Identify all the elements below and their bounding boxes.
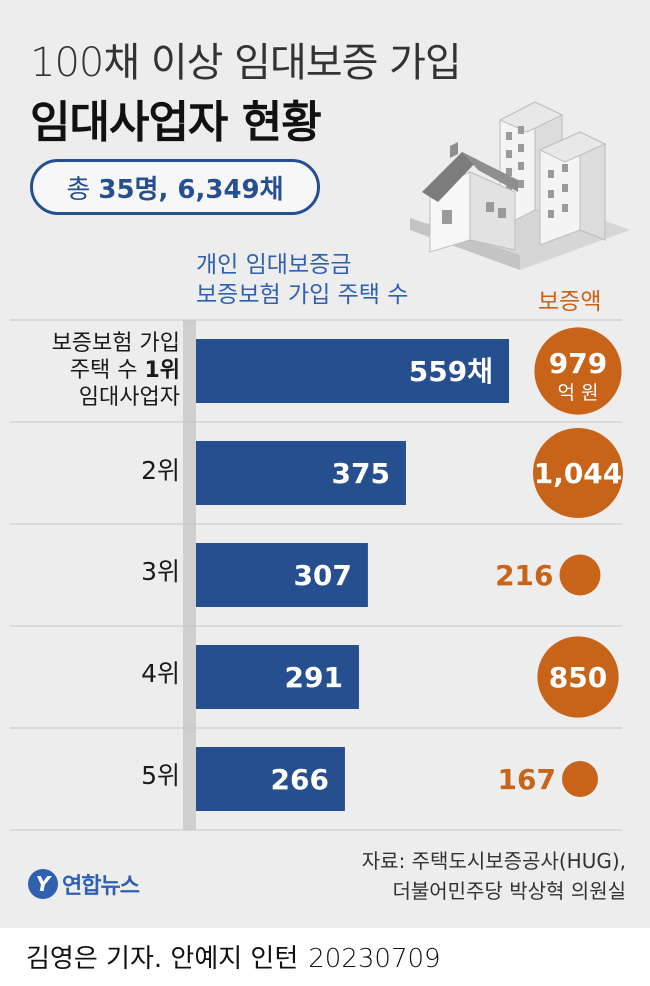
title-line-1: 100채 이상 임대보증 가입 [30, 40, 462, 86]
circle-series-heading: 보증액 [538, 289, 602, 315]
rank-label-5: 5위 [141, 761, 180, 790]
amount-circle-2 [533, 428, 623, 518]
yonhap-logo-mark: Y [28, 869, 58, 899]
rank-label-4: 4위 [141, 659, 180, 688]
credit-date: 20230709 [308, 944, 441, 974]
rank-label-1-line-1: 보증보험 가입 [51, 331, 180, 356]
bar-series-heading-line-2: 보증보험 가입 주택 수 [196, 282, 409, 308]
yonhap-logo: Y 연합뉴스 [28, 868, 140, 900]
yonhap-logo-text: 연합뉴스 [62, 874, 140, 899]
source-note: 자료: 주택도시보증공사(HUG), 더불어민주당 박상혁 의원실 [362, 846, 626, 906]
rank-label-1-line-2: 주택 수 1위 [10, 357, 180, 384]
bar-label-1: 559채 [409, 355, 493, 388]
bar-2 [196, 441, 406, 505]
credit-line: 김영은 기자. 안예지 인턴 20230709 [26, 938, 441, 975]
rank-label-3: 3위 [141, 557, 180, 586]
title-line-2: 임대사업자 현황 [30, 97, 322, 148]
rank-label-2: 2위 [141, 456, 180, 485]
bar-label-4: 291 [284, 661, 342, 694]
bar-label-3: 307 [293, 559, 351, 592]
rank-label-1-line-2-text: 주택 수 [69, 358, 145, 383]
amount-label-2: 1,044 [534, 457, 623, 490]
amount-label-1: 979 [549, 347, 607, 380]
bar-series-heading: 개인 임대보증금 보증보험 가입 주택 수 [196, 250, 408, 310]
source-line-2: 더불어민주당 박상혁 의원실 [392, 879, 626, 903]
bar-4 [196, 645, 359, 709]
rank-label-1-rank: 1위 [144, 358, 180, 383]
amount-circle-5 [562, 761, 598, 797]
rank-label-1: 보증보험 가입 주택 수 1위 임대사업자 [10, 330, 180, 411]
bar-5 [196, 747, 345, 811]
total-value: 35명, 6,349채 [98, 174, 284, 205]
amount-circle-3 [559, 554, 601, 596]
total-summary-badge: 총 35명, 6,349채 [30, 159, 320, 215]
amount-circle-4 [537, 636, 619, 718]
axis-baseline [183, 320, 196, 830]
buildings-illustration [410, 101, 630, 270]
bar-series-heading-line-1: 개인 임대보증금 [196, 252, 352, 278]
amount-label-4: 850 [549, 661, 607, 694]
amount-unit-label-1: 억 원 [558, 382, 599, 404]
bar-label-5: 266 [270, 763, 328, 796]
amount-circle-1 [534, 327, 622, 415]
amount-label-3: 216 [495, 559, 553, 592]
source-line-1: 자료: 주택도시보증공사(HUG), [361, 849, 626, 873]
amount-label-5: 167 [498, 763, 556, 796]
total-prefix: 총 [66, 174, 91, 205]
credit-bar: 김영은 기자. 안예지 인턴 20230709 [0, 928, 650, 986]
bar-3 [196, 543, 368, 607]
rank-label-1-line-3: 임대사업자 [78, 385, 180, 410]
bar-label-2: 375 [332, 457, 390, 490]
credit-authors: 김영은 기자. 안예지 인턴 [26, 944, 299, 974]
bar-1 [196, 339, 509, 403]
